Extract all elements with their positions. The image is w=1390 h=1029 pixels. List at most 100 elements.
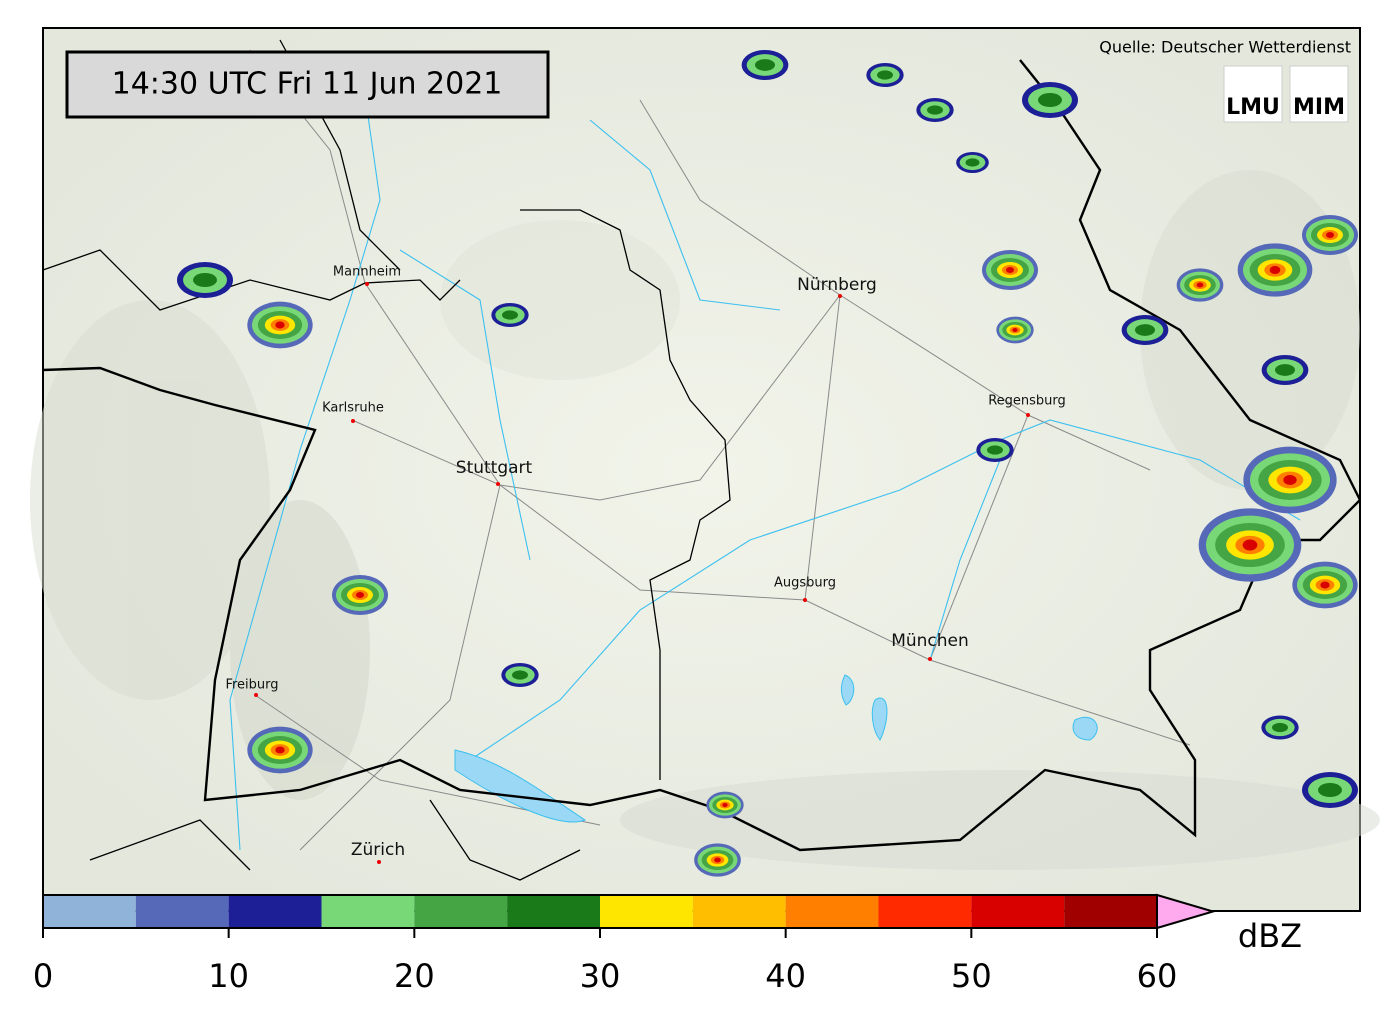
rivers	[229, 59, 1301, 851]
lake	[840, 674, 855, 706]
city-dots-part	[496, 482, 500, 486]
radar-echoes-part	[1121, 315, 1169, 345]
city-dots-part	[377, 860, 381, 864]
radar-echoes-part	[491, 303, 529, 327]
colorbar-tick-label: 50	[951, 957, 992, 995]
radar-echoes-part	[976, 438, 1014, 462]
colorbar-segment	[785, 895, 879, 928]
city-label: Freiburg	[225, 678, 278, 693]
borders-part	[89, 799, 581, 881]
source-credit: Quelle: Deutscher Wetterdienst	[1099, 38, 1351, 57]
city-dots-part	[365, 282, 369, 286]
colorbar-segment	[692, 895, 786, 928]
borders-part	[42, 366, 1361, 852]
roads-part	[804, 294, 841, 601]
radar-echoes-part	[1237, 243, 1313, 297]
roads-part	[929, 414, 1029, 661]
roads-part	[364, 282, 1191, 746]
city-label: Nürnberg	[797, 275, 877, 295]
logo-box	[1289, 65, 1349, 123]
colorbar-segment	[321, 895, 415, 928]
timestamp-box	[65, 50, 550, 119]
city-label: Mannheim	[333, 265, 401, 280]
colorbar-tick-label: 40	[765, 957, 806, 995]
terrain-part	[620, 770, 1380, 870]
rivers-part	[469, 419, 1301, 761]
colorbar-segment	[507, 895, 600, 928]
colorbar-segment	[135, 895, 229, 928]
colorbar-unit: dBZ	[1238, 917, 1302, 955]
radar-echoes-part	[501, 663, 539, 687]
radar-echoes-part	[332, 575, 388, 615]
colorbar-segment	[43, 895, 136, 928]
city-dots-part	[838, 294, 842, 298]
borders-part	[42, 249, 461, 311]
radar-echoes-part	[1176, 268, 1224, 302]
logo: MIM	[1293, 95, 1345, 120]
radar-echoes-part	[247, 301, 313, 349]
rivers-part	[929, 459, 1001, 661]
colorbar-tick-label: 10	[208, 957, 249, 995]
terrain-part	[30, 300, 270, 700]
lake	[454, 749, 587, 823]
terrain-part	[440, 220, 680, 380]
radar-echoes-part	[1198, 508, 1302, 582]
colorbar-tick-label: 30	[580, 957, 621, 995]
radar-echoes-part	[247, 726, 313, 774]
colorbar-segment	[600, 895, 693, 928]
radar-echoes-part	[177, 262, 233, 298]
city-dots-part	[928, 657, 932, 661]
city-dots-part	[254, 693, 258, 697]
radar-echoes-part	[694, 843, 741, 877]
lake	[1072, 717, 1098, 741]
rivers-part	[399, 249, 531, 561]
colorbar: 0 10 20 30 40 50 60	[33, 893, 1217, 995]
colorbar-segment	[971, 895, 1065, 928]
city-dots	[254, 282, 1030, 864]
radar-echoes-part	[706, 791, 744, 819]
city-label: München	[891, 631, 969, 651]
radar-echoes-part	[1302, 215, 1358, 255]
city-label: Zürich	[351, 840, 405, 860]
radar-echoes-part	[1261, 355, 1309, 385]
city-label: Augsburg	[774, 576, 836, 591]
roads-part	[639, 99, 841, 296]
lake	[871, 697, 888, 741]
rivers-part	[589, 119, 781, 311]
radar-echoes-part	[1292, 561, 1358, 609]
radar-echoes-part	[1022, 82, 1078, 118]
radar-echoes-part	[1243, 446, 1337, 514]
logo-box	[1223, 65, 1283, 123]
roads-part	[351, 294, 841, 501]
radar-echoes-part	[956, 152, 989, 173]
borders-part	[520, 209, 731, 780]
radar-echoes-part	[1261, 715, 1299, 740]
city-dots-part	[351, 419, 355, 423]
rivers-part	[229, 59, 381, 851]
terrain-part	[1140, 170, 1360, 490]
timestamp: 14:30 UTC Fri 11 Jun 2021	[112, 67, 503, 102]
city-dots-part	[1026, 413, 1030, 417]
colorbar-tick-label: 20	[394, 957, 435, 995]
radar-echoes-part	[1302, 772, 1358, 808]
radar-echoes-part	[866, 63, 904, 87]
radar-echoes-part	[916, 98, 954, 122]
city-label: Regensburg	[988, 394, 1066, 409]
radar-echoes-part	[982, 250, 1038, 290]
colorbar-segment	[414, 895, 508, 928]
city-dots-part	[803, 598, 807, 602]
city-label: Karlsruhe	[322, 401, 384, 416]
city-label: Stuttgart	[456, 458, 533, 478]
roads-part	[299, 484, 501, 851]
borders-part	[1019, 59, 1362, 501]
terrain	[30, 170, 1380, 870]
city-labels: Mannheim Nürnberg Karlsruhe Regensburg S…	[225, 265, 1065, 861]
radar-echoes-part	[741, 50, 789, 80]
logo: LMU	[1226, 95, 1280, 120]
colorbar-tick-label: 60	[1137, 957, 1178, 995]
radar-echoes-part	[996, 316, 1034, 344]
colorbar-segment	[1064, 895, 1157, 928]
colorbar-segment	[878, 895, 972, 928]
colorbar-tick-label: 0	[33, 957, 53, 995]
